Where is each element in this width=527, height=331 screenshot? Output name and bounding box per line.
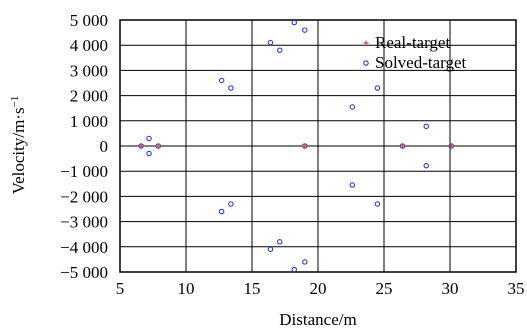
y-axis-title: Velocity/m·s−1 xyxy=(9,96,28,195)
solved-target-point xyxy=(349,104,356,110)
solved-target-point xyxy=(276,239,283,245)
x-tick-label: 35 xyxy=(508,279,525,298)
data-points xyxy=(138,19,455,273)
solved-target-point xyxy=(267,246,274,253)
x-tick-label: 10 xyxy=(178,279,195,298)
solved-target-point xyxy=(374,85,381,91)
legend-label-solved-target: Solved-target xyxy=(375,53,467,72)
x-tick-label: 5 xyxy=(116,279,125,298)
x-tick-label: 25 xyxy=(376,279,393,298)
solved-target-point xyxy=(291,19,297,26)
solved-target-point xyxy=(267,39,274,46)
solved-target-point xyxy=(349,182,356,188)
y-tick-label: 4 000 xyxy=(70,36,108,55)
solved-target-point xyxy=(423,162,429,169)
plot-frame xyxy=(119,19,517,273)
solved-target-point xyxy=(302,27,308,33)
real-target-point xyxy=(138,143,144,149)
solved-target-point xyxy=(218,77,225,84)
y-tick-label: 1 000 xyxy=(70,112,108,131)
legend-marker-real-target-shape xyxy=(363,40,369,46)
solved-target-point xyxy=(146,135,152,142)
real-target-point xyxy=(399,143,405,149)
y-tick-label: −5 000 xyxy=(60,263,108,282)
legend-marker-real-target xyxy=(363,40,369,46)
solved-target-point xyxy=(228,201,234,207)
real-target-point xyxy=(155,143,161,149)
legend-item-solved-target: Solved-target xyxy=(363,53,467,72)
solved-target-point xyxy=(228,85,234,91)
solved-target-point xyxy=(291,266,297,273)
y-tick-label: −3 000 xyxy=(60,213,108,232)
solved-target-point xyxy=(423,123,429,130)
x-axis-ticks: 5 10 15 20 25 30 35 xyxy=(116,279,525,298)
solved-target-point xyxy=(218,208,225,215)
legend-label-real-target: Real-target xyxy=(375,33,450,52)
y-tick-label: 5 000 xyxy=(70,11,108,30)
x-tick-label: 20 xyxy=(310,279,327,298)
y-tick-label: 0 xyxy=(100,137,109,156)
y-tick-label: 2 000 xyxy=(70,87,108,106)
legend-marker-solved-target xyxy=(363,60,369,66)
y-tick-label: −4 000 xyxy=(60,238,108,257)
solved-target-point xyxy=(302,259,308,265)
y-tick-label: −2 000 xyxy=(60,187,108,206)
legend: Real-target Solved-target xyxy=(363,33,467,72)
real-target-point xyxy=(448,143,454,149)
x-tick-label: 15 xyxy=(244,279,261,298)
solved-target-point xyxy=(146,150,152,157)
solved-target-point xyxy=(276,47,283,53)
y-axis-title-superscript: −1 xyxy=(9,96,21,108)
x-tick-label: 30 xyxy=(442,279,459,298)
legend-item-real-target: Real-target xyxy=(363,33,450,52)
y-axis-ticks: 5 000 4 000 3 000 2 000 1 000 0 −1 000 −2 000 −3… xyxy=(60,11,108,282)
solved-target-point xyxy=(374,201,381,207)
y-tick-label: 3 000 xyxy=(70,61,108,80)
y-axis-title-main: Velocity/m·s xyxy=(9,107,28,194)
y-tick-label: −1 000 xyxy=(60,162,108,181)
x-axis-title: Distance/m xyxy=(279,310,356,329)
real-target-point xyxy=(302,143,308,149)
legend-marker-solved-target-shape xyxy=(363,60,369,66)
